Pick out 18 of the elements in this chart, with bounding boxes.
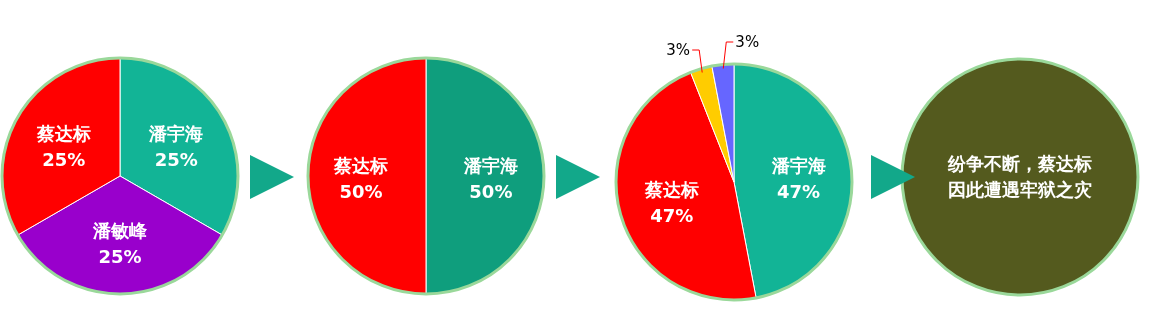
slice-label: 潘宇海: [462, 155, 518, 176]
data-label: 3%: [735, 33, 760, 51]
slice-label: 潘宇海: [770, 154, 826, 176]
data-label: 47%: [650, 205, 694, 227]
text: 因此遭遇牢狱之灾: [948, 179, 1092, 200]
slice-label: 蔡达标: [643, 179, 699, 201]
text: 纷争不断，蔡达标: [947, 153, 1092, 174]
data-label: 25%: [42, 148, 86, 170]
data-label: 50%: [469, 181, 513, 202]
slice-label: 蔡达标: [35, 122, 91, 144]
data-label: 3%: [666, 41, 691, 59]
data-label: 25%: [98, 245, 142, 267]
data-label: 25%: [154, 148, 198, 170]
slice-label: 蔡达标: [333, 155, 389, 176]
slice-label: 潘敏峰: [92, 219, 148, 241]
slice-label: 潘宇海: [148, 122, 204, 144]
data-label: 47%: [777, 180, 821, 202]
data-label: 50%: [339, 181, 383, 202]
